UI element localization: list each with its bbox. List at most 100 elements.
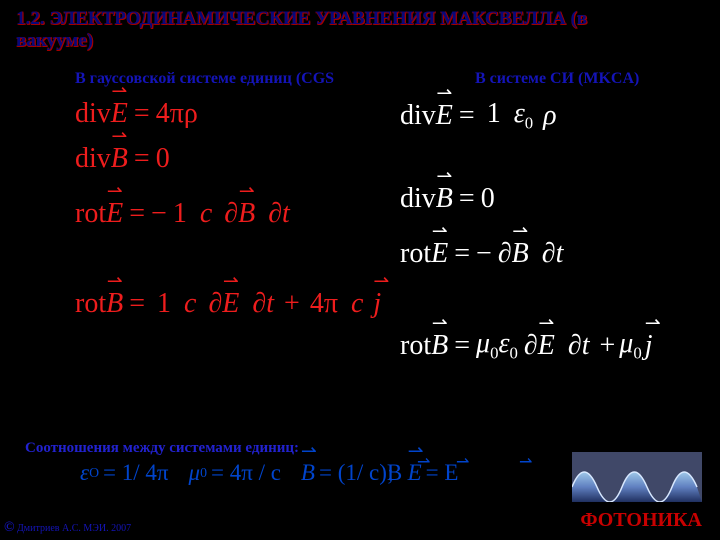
vec-B: B	[238, 198, 255, 229]
den-c: c	[348, 288, 366, 319]
vec-arrow: ⇀	[373, 276, 381, 287]
eps: ε	[514, 98, 525, 129]
vec-B: B	[512, 238, 529, 269]
partial: ∂	[498, 238, 512, 269]
vec-arrow: ⇀	[238, 186, 255, 197]
slide-root: 1.2. ЭЛЕКТРОДИНАМИЧЕСКИЕ УРАВНЕНИЯ МАКСВ…	[0, 0, 720, 540]
var-t: t	[282, 198, 290, 229]
vec-arrow: ⇀	[431, 318, 448, 329]
vec-arrow: ⇀	[431, 226, 448, 237]
eq: =	[454, 240, 470, 268]
si-eq-rotB: rot ⇀B = μ0 ε0 ∂⇀E ∂t + μ0 ⇀j	[400, 330, 653, 362]
vec-arrow: ⇀	[106, 186, 123, 197]
eps: ε	[498, 328, 509, 359]
num-1: 1	[170, 198, 190, 229]
vec-B: B	[106, 288, 123, 319]
text-div: div	[400, 102, 436, 130]
mu: μ	[476, 328, 490, 359]
semicolon: ;	[387, 460, 393, 486]
si-eq-divE: div ⇀E = 1 ε0 ρ	[400, 100, 557, 132]
cgs-eq-divE: div ⇀E = 4πρ	[75, 100, 198, 128]
copyright-symbol: ©	[4, 520, 14, 535]
wave-graphic	[572, 452, 702, 502]
partial: ∂	[524, 330, 538, 361]
cgs-eq-divB: div ⇀B = 0	[75, 145, 170, 173]
4pi-rho: 4πρ	[156, 100, 198, 128]
rel-mu0: μ0 = 4π / c	[189, 460, 281, 486]
vec-arrow: ⇀	[436, 171, 453, 182]
vec-B: B	[431, 330, 448, 361]
vec-E: E	[106, 198, 123, 229]
B: B	[301, 460, 315, 485]
zero: 0	[156, 145, 170, 173]
partial: ∂	[208, 288, 222, 319]
unit-relations: εO = 1/ 4π μ0 = 4π / c ⇀B = (1/ c)B ; ⇀E…	[80, 460, 458, 486]
rel-E: ⇀E = E	[408, 460, 459, 486]
var-t: t	[582, 330, 590, 361]
eq: =	[459, 102, 475, 130]
rel-E-rhs: = E	[426, 460, 459, 486]
relations-heading: Соотношения между системами единиц:	[25, 440, 299, 457]
eq: =	[134, 145, 150, 173]
sub0: 0	[525, 114, 533, 133]
text-div: div	[400, 185, 436, 213]
text-div: div	[75, 100, 111, 128]
copyright: © Дмитриев А.С. МЭИ. 2007	[4, 520, 131, 536]
minus: −	[476, 240, 492, 268]
partial: ∂	[268, 198, 282, 229]
text-rot: rot	[75, 200, 106, 228]
minus: −	[151, 200, 167, 228]
vec-arrow: ⇀	[222, 276, 239, 287]
rel-eps-rhs: = 1/ 4π	[103, 460, 168, 486]
vec-arrow: ⇀	[512, 226, 529, 237]
copyright-text: Дмитриев А.С. МЭИ. 2007	[17, 523, 131, 534]
den-c: c	[181, 288, 199, 319]
vec-arrow: ⇀	[645, 318, 653, 329]
partial: ∂	[542, 238, 556, 269]
var-t: t	[556, 238, 564, 269]
vec-j: j	[645, 330, 653, 361]
vec-arrow: ⇀	[111, 131, 128, 142]
cgs-eq-rotE: rot ⇀E = − 1 c ∂⇀B ∂t	[75, 200, 296, 228]
text-rot: rot	[400, 240, 431, 268]
vec-arrow-decor: ⇀	[519, 452, 532, 472]
vec-arrow: ⇀	[436, 88, 453, 99]
eq: =	[459, 185, 475, 213]
eq: =	[129, 200, 145, 228]
plus: +	[599, 332, 615, 360]
partial: ∂	[568, 330, 582, 361]
partial: ∂	[224, 198, 238, 229]
den-c: c	[197, 198, 215, 229]
text-rot: rot	[75, 290, 106, 318]
num-4pi: 4π	[307, 288, 341, 319]
eq: =	[134, 100, 150, 128]
vec-arrow: ⇀	[106, 276, 123, 287]
title-line-1: 1.2. ЭЛЕКТРОДИНАМИЧЕСКИЕ УРАВНЕНИЯ МАКСВ…	[16, 8, 587, 29]
partial: ∂	[252, 288, 266, 319]
rel-B: ⇀B = (1/ c)B ;	[301, 460, 394, 486]
eq: =	[129, 290, 145, 318]
vec-arrow-decor: ⇀	[417, 452, 430, 472]
vec-E: E	[431, 238, 448, 269]
zero: 0	[481, 185, 495, 213]
si-heading: В системе СИ (MKCA)	[475, 70, 639, 88]
vec-E: E	[111, 98, 128, 129]
plus: +	[284, 290, 300, 318]
rho: ρ	[543, 102, 556, 130]
vec-arrow: ⇀	[301, 446, 315, 457]
vec-E: E	[436, 100, 453, 131]
vec-B: B	[436, 183, 453, 214]
var-t: t	[266, 288, 274, 319]
vec-E: E	[538, 330, 555, 361]
sub0: 0	[633, 344, 641, 363]
slide-title: 1.2. ЭЛЕКТРОДИНАМИЧЕСКИЕ УРАВНЕНИЯ МАКСВ…	[16, 8, 704, 52]
subO: O	[89, 465, 99, 481]
title-line-2: вакууме)	[16, 30, 93, 51]
vec-j: j	[373, 288, 381, 319]
sub0: 0	[200, 465, 207, 481]
fotonika-label: ФОТОНИКА	[580, 509, 702, 532]
vec-arrow: ⇀	[111, 86, 128, 97]
eq: =	[454, 332, 470, 360]
si-eq-divB: div ⇀B = 0	[400, 185, 495, 213]
rel-mu-rhs: = 4π / c	[211, 460, 281, 486]
